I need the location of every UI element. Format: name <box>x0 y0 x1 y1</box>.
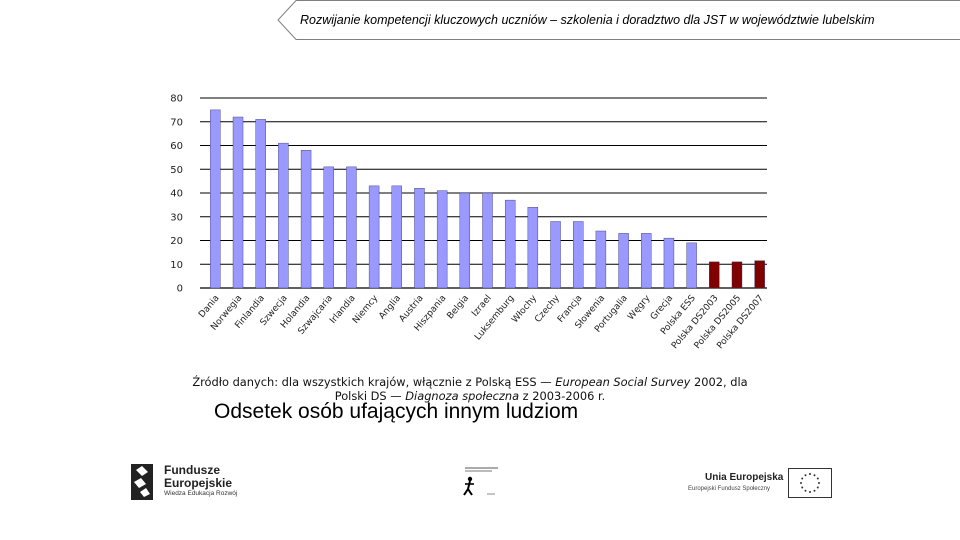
y-tick-label: 60 <box>170 141 183 152</box>
header-title: Rozwijanie kompetencji kluczowych ucznió… <box>300 13 875 27</box>
fundusze-europejskie-logo: Fundusze Europejskie Wiedza Edukacja Roz… <box>128 462 268 506</box>
bar <box>300 150 312 289</box>
fe-logo-line1: Fundusze <box>164 463 220 477</box>
fundusze-europejskie-logo-icon <box>131 464 153 500</box>
bar <box>754 260 765 289</box>
x-tick-label: Węgry <box>626 293 653 322</box>
chart-title: Odsetek osób ufających innym ludziom <box>214 400 579 423</box>
header-banner: Rozwijanie kompetencji kluczowych ucznió… <box>0 0 960 42</box>
chart-bars <box>210 109 765 289</box>
bar <box>663 237 675 289</box>
header-banner-shape <box>277 0 960 40</box>
bar <box>595 230 607 289</box>
bar <box>278 142 289 289</box>
bar <box>618 233 629 289</box>
fe-logo-text: Fundusze Europejskie <box>164 464 232 490</box>
bar <box>686 242 697 289</box>
walking-figure-logo <box>462 465 502 499</box>
ue-logo-text: Unia Europejska <box>705 472 784 483</box>
eu-star-icon <box>816 486 819 489</box>
fe-logo-line2: Europejskie <box>164 476 233 490</box>
y-tick-label: 30 <box>170 212 183 223</box>
bar <box>459 192 471 289</box>
bar <box>731 261 743 289</box>
eu-star-icon <box>813 489 816 492</box>
bar <box>414 188 425 289</box>
y-tick-label: 20 <box>170 236 183 247</box>
eu-star-icon <box>816 477 819 480</box>
eu-star-icon <box>809 473 811 475</box>
y-tick-label: 10 <box>170 260 183 271</box>
bar <box>482 192 493 289</box>
bar <box>255 119 266 289</box>
eu-star-icon <box>804 489 807 492</box>
unia-europejska-logo: Unia Europejska Europejski Fundusz Społe… <box>688 468 833 500</box>
bar <box>346 166 357 289</box>
bar <box>550 221 561 289</box>
y-tick-label: 80 <box>170 94 183 105</box>
y-tick-label: 50 <box>170 165 183 176</box>
eu-star-icon <box>804 474 807 477</box>
eu-star-icon <box>809 491 811 493</box>
bar <box>641 233 652 289</box>
eu-star-icon <box>801 477 804 480</box>
eu-flag-icon <box>788 468 832 498</box>
x-tick-label: Belgia <box>445 294 471 322</box>
x-tick-label: Niemcy <box>351 293 381 326</box>
bar-chart: 0 10 20 30 40 50 60 70 80 DaniaNorwegiaFinlandia… <box>170 94 767 351</box>
bar <box>368 185 380 289</box>
source-line1-suffix: 2002, dla <box>690 375 748 389</box>
y-tick-label: 40 <box>170 189 183 200</box>
y-axis-ticks: 0 10 20 30 40 50 60 70 80 <box>170 94 183 295</box>
y-tick-label: 0 <box>177 284 183 295</box>
bar <box>210 109 221 289</box>
walking-figure-logo-icon <box>463 467 498 496</box>
source-line2-italic: Diagnoza społeczna <box>405 389 520 403</box>
bar <box>573 221 584 289</box>
eu-star-icon <box>813 474 816 477</box>
source-line2-prefix: Polski DS — <box>334 389 406 403</box>
fe-program-text: Wiedza Edukacja Rozwój <box>164 490 238 497</box>
y-tick-label: 70 <box>170 117 183 128</box>
bar <box>232 116 244 289</box>
bar <box>527 207 539 289</box>
source-line1-italic: European Social Survey <box>555 375 691 389</box>
bar <box>709 261 720 289</box>
bar <box>436 190 448 289</box>
source-line1-prefix: Źródło danych: dla wszystkich krajów, wł… <box>192 375 556 389</box>
chart-source: Źródło danych: dla wszystkich krajów, wł… <box>150 375 790 403</box>
bar <box>323 166 334 289</box>
bar <box>504 199 516 289</box>
ue-fund-text: Europejski Fundusz Społeczny <box>688 486 771 492</box>
eu-star-icon <box>818 482 820 484</box>
x-axis-labels: DaniaNorwegiaFinlandiaSzwecjaHolandiaSzw… <box>197 293 766 351</box>
source-line2-suffix: z 2003-2006 r. <box>519 389 606 403</box>
eu-star-icon <box>800 482 802 484</box>
eu-star-icon <box>801 486 804 489</box>
bar <box>391 185 402 289</box>
